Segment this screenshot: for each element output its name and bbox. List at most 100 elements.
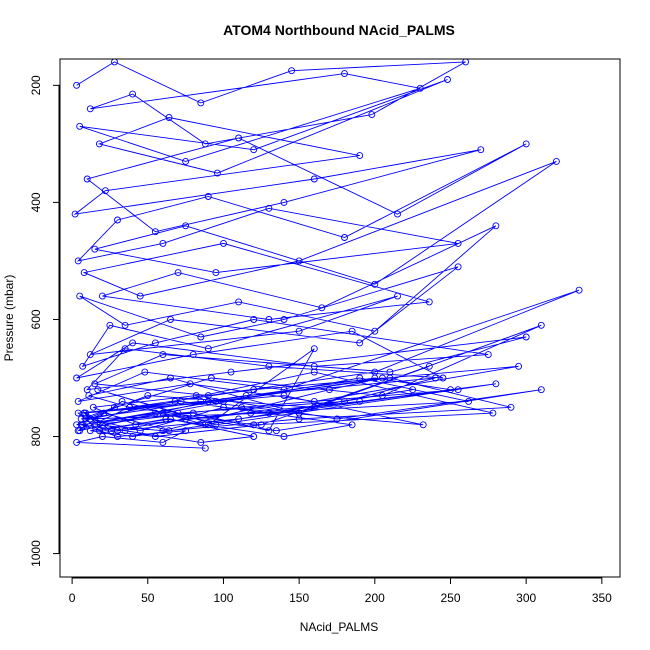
data-point	[250, 386, 258, 394]
data-point	[73, 421, 81, 429]
data-point	[118, 397, 126, 405]
data-point	[86, 427, 94, 435]
data-point	[356, 397, 364, 405]
data-point	[114, 216, 121, 224]
data-point	[162, 415, 170, 423]
x-tick-label: 250	[440, 591, 460, 605]
data-point	[79, 362, 87, 370]
data-point	[207, 374, 215, 382]
data-point	[295, 327, 303, 335]
data-point	[167, 374, 174, 382]
data-point	[247, 409, 255, 417]
data-point	[265, 362, 273, 370]
data-point	[197, 438, 205, 446]
data-point	[333, 415, 341, 423]
data-point	[186, 380, 194, 388]
data-point	[73, 438, 81, 446]
data-point	[174, 409, 182, 417]
data-point	[238, 403, 246, 411]
x-tick-label: 350	[592, 591, 612, 605]
data-point	[167, 316, 174, 323]
data-point	[83, 175, 91, 183]
data-point	[177, 397, 185, 405]
data-point	[132, 421, 140, 429]
data-point	[462, 59, 470, 66]
data-point	[431, 374, 439, 382]
data-point	[144, 392, 152, 400]
y-tick-label: 800	[29, 426, 43, 446]
data-point	[265, 316, 273, 323]
data-point	[151, 409, 159, 417]
data-point	[227, 368, 235, 376]
data-point	[447, 386, 454, 394]
data-point	[159, 409, 167, 417]
data-point	[522, 333, 530, 341]
data-point	[465, 397, 473, 405]
data-point	[167, 415, 174, 423]
data-point	[204, 193, 212, 200]
data-point	[197, 397, 205, 405]
data-point	[484, 351, 492, 359]
data-point	[416, 84, 424, 92]
data-point	[371, 280, 379, 288]
data-point	[537, 321, 545, 329]
data-point	[76, 122, 84, 130]
data-point	[98, 433, 106, 440]
data-point	[265, 204, 273, 212]
x-tick-label: 50	[141, 591, 155, 605]
data-point	[371, 327, 379, 335]
x-tick-label: 300	[516, 591, 536, 605]
data-point	[126, 403, 134, 411]
data-point	[348, 327, 356, 335]
data-point	[159, 438, 167, 446]
data-point	[318, 304, 326, 312]
data-point	[111, 403, 118, 411]
data-point	[220, 397, 227, 405]
data-point	[174, 269, 182, 277]
data-point	[356, 339, 364, 347]
data-point	[250, 316, 258, 323]
data-point	[136, 427, 144, 435]
data-point	[100, 409, 108, 417]
data-point	[73, 81, 81, 89]
data-point	[121, 427, 129, 435]
data-point	[80, 409, 88, 417]
data-point	[165, 114, 173, 121]
data-point	[71, 210, 79, 218]
data-point	[182, 415, 190, 423]
data-point	[454, 239, 462, 247]
data-point	[77, 421, 85, 429]
data-point	[220, 239, 227, 247]
data-point	[280, 316, 288, 323]
data-point	[73, 374, 81, 382]
data-point	[378, 392, 386, 400]
data-point	[129, 433, 137, 440]
data-point	[106, 321, 114, 329]
data-point	[159, 351, 167, 359]
chart-title: ATOM4 Northbound NAcid_PALMS	[223, 22, 455, 38]
data-point	[182, 157, 190, 165]
data-point	[151, 228, 159, 236]
data-point	[213, 169, 221, 177]
data-point	[76, 292, 84, 300]
data-point	[250, 146, 258, 154]
data-point	[94, 386, 102, 394]
data-point	[136, 292, 144, 300]
y-axis-label: Pressure (mbar)	[2, 275, 16, 362]
data-point	[189, 351, 197, 359]
data-point	[86, 351, 94, 359]
data-point	[341, 397, 348, 405]
data-point	[280, 198, 288, 206]
data-point	[201, 444, 209, 452]
data-point	[310, 403, 318, 411]
data-point	[212, 269, 220, 277]
data-point	[265, 409, 273, 417]
data-point	[114, 433, 121, 440]
x-tick-label: 150	[289, 591, 309, 605]
data-point	[419, 421, 427, 429]
data-point	[575, 286, 583, 294]
data-point	[201, 421, 209, 429]
data-point	[492, 222, 500, 230]
data-point	[235, 134, 243, 142]
data-point	[159, 427, 167, 435]
